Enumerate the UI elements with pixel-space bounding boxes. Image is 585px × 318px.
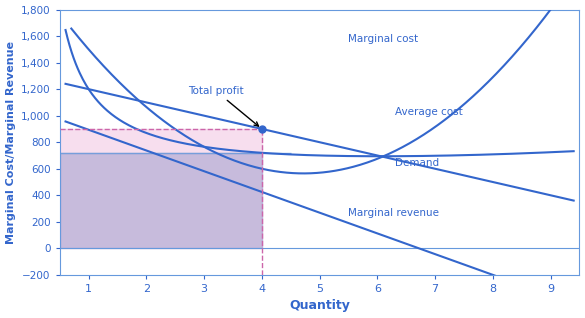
Text: Marginal revenue: Marginal revenue [349,208,439,218]
Y-axis label: Marginal Cost/Marginal Revenue: Marginal Cost/Marginal Revenue [5,41,16,244]
Text: Average cost: Average cost [395,107,462,117]
Text: Total profit: Total profit [188,86,259,126]
X-axis label: Quantity: Quantity [289,300,350,313]
Text: Marginal cost: Marginal cost [349,34,419,44]
Text: Demand: Demand [395,158,439,169]
